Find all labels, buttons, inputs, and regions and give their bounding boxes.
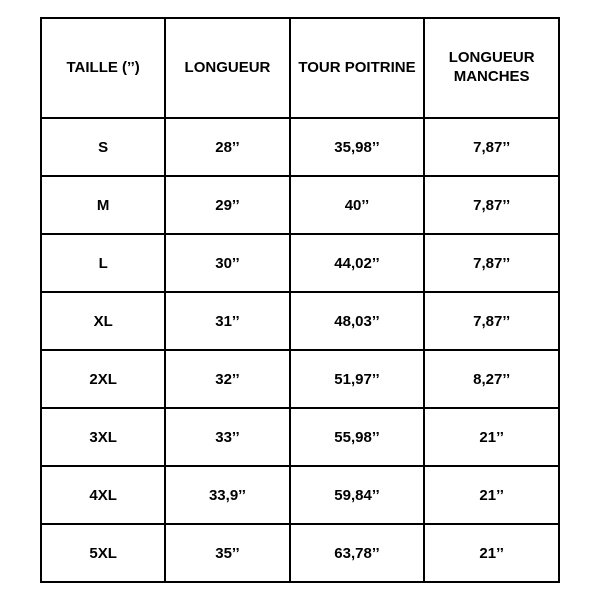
cell-size: XL bbox=[41, 292, 165, 350]
cell-chest: 63,78’’ bbox=[290, 524, 425, 582]
cell-sleeve: 7,87’’ bbox=[424, 292, 559, 350]
cell-length: 29’’ bbox=[165, 176, 289, 234]
cell-sleeve: 21’’ bbox=[424, 408, 559, 466]
cell-chest: 40’’ bbox=[290, 176, 425, 234]
table-row: 3XL 33’’ 55,98’’ 21’’ bbox=[41, 408, 559, 466]
table-row: XL 31’’ 48,03’’ 7,87’’ bbox=[41, 292, 559, 350]
col-header-size: TAILLE (’’) bbox=[41, 18, 165, 118]
cell-sleeve: 7,87’’ bbox=[424, 234, 559, 292]
cell-sleeve: 8,27’’ bbox=[424, 350, 559, 408]
table-header-row: TAILLE (’’) LONGUEUR TOUR POITRINE LONGU… bbox=[41, 18, 559, 118]
cell-chest: 48,03’’ bbox=[290, 292, 425, 350]
cell-length: 33,9’’ bbox=[165, 466, 289, 524]
cell-size: 3XL bbox=[41, 408, 165, 466]
cell-chest: 44,02’’ bbox=[290, 234, 425, 292]
size-chart-table: TAILLE (’’) LONGUEUR TOUR POITRINE LONGU… bbox=[40, 17, 560, 583]
cell-sleeve: 21’’ bbox=[424, 524, 559, 582]
table-row: 5XL 35’’ 63,78’’ 21’’ bbox=[41, 524, 559, 582]
table-row: 4XL 33,9’’ 59,84’’ 21’’ bbox=[41, 466, 559, 524]
cell-length: 31’’ bbox=[165, 292, 289, 350]
col-header-chest: TOUR POITRINE bbox=[290, 18, 425, 118]
cell-chest: 59,84’’ bbox=[290, 466, 425, 524]
cell-chest: 51,97’’ bbox=[290, 350, 425, 408]
col-header-length: LONGUEUR bbox=[165, 18, 289, 118]
cell-size: M bbox=[41, 176, 165, 234]
cell-size: 2XL bbox=[41, 350, 165, 408]
cell-length: 28’’ bbox=[165, 118, 289, 176]
table-body: S 28’’ 35,98’’ 7,87’’ M 29’’ 40’’ 7,87’’… bbox=[41, 118, 559, 582]
cell-length: 35’’ bbox=[165, 524, 289, 582]
cell-length: 33’’ bbox=[165, 408, 289, 466]
cell-size: S bbox=[41, 118, 165, 176]
cell-size: L bbox=[41, 234, 165, 292]
table-row: 2XL 32’’ 51,97’’ 8,27’’ bbox=[41, 350, 559, 408]
cell-length: 32’’ bbox=[165, 350, 289, 408]
cell-sleeve: 7,87’’ bbox=[424, 118, 559, 176]
cell-sleeve: 7,87’’ bbox=[424, 176, 559, 234]
cell-chest: 55,98’’ bbox=[290, 408, 425, 466]
table-row: S 28’’ 35,98’’ 7,87’’ bbox=[41, 118, 559, 176]
cell-chest: 35,98’’ bbox=[290, 118, 425, 176]
cell-size: 4XL bbox=[41, 466, 165, 524]
table-row: M 29’’ 40’’ 7,87’’ bbox=[41, 176, 559, 234]
table-row: L 30’’ 44,02’’ 7,87’’ bbox=[41, 234, 559, 292]
cell-size: 5XL bbox=[41, 524, 165, 582]
col-header-sleeve: LONGUEUR MANCHES bbox=[424, 18, 559, 118]
cell-length: 30’’ bbox=[165, 234, 289, 292]
cell-sleeve: 21’’ bbox=[424, 466, 559, 524]
